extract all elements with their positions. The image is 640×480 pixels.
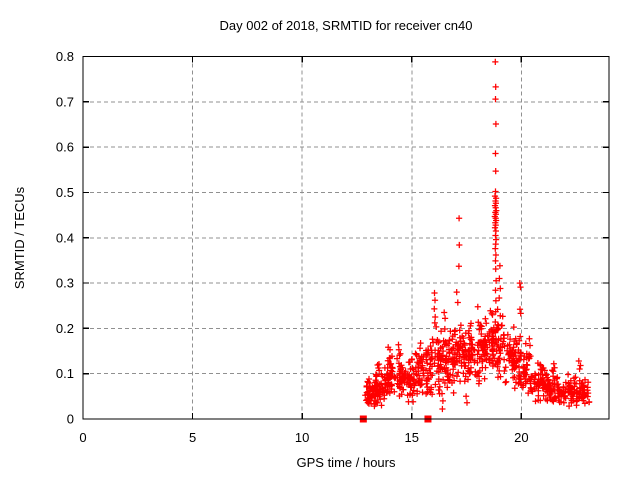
x-tick-label: 15 bbox=[405, 430, 419, 445]
y-tick-label: 0.4 bbox=[56, 230, 74, 245]
y-tick-label: 0.5 bbox=[56, 185, 74, 200]
y-tick-label: 0.7 bbox=[56, 94, 74, 109]
peak-points bbox=[378, 58, 584, 413]
x-tick-label: 0 bbox=[79, 430, 86, 445]
y-tick-label: 0.8 bbox=[56, 49, 74, 64]
y-axis-label: SRMTID / TECUs bbox=[12, 186, 27, 289]
srmtid-peak-markers bbox=[378, 58, 584, 413]
x-tick-label: 5 bbox=[189, 430, 196, 445]
y-tick-label: 0.3 bbox=[56, 276, 74, 291]
y-tick-label: 0.1 bbox=[56, 366, 74, 381]
scatter-points bbox=[362, 303, 593, 410]
y-tick-label: 0.2 bbox=[56, 321, 74, 336]
y-tick-label: 0 bbox=[67, 412, 74, 427]
srmtid-cloud-markers bbox=[362, 303, 593, 410]
x-tick-label: 20 bbox=[514, 430, 528, 445]
plot-border-and-ticks bbox=[82, 55, 610, 420]
y-tick-label: 0.6 bbox=[56, 140, 74, 155]
chart-title: Day 002 of 2018, SRMTID for receiver cn4… bbox=[220, 18, 473, 33]
x-axis-label: GPS time / hours bbox=[297, 455, 396, 470]
tick-labels: 0 5 10 15 20 0 0.1 0.2 0.3 0.4 0.5 0.6 0.7 0.8 bbox=[56, 49, 529, 445]
x-tick-label: 10 bbox=[295, 430, 309, 445]
